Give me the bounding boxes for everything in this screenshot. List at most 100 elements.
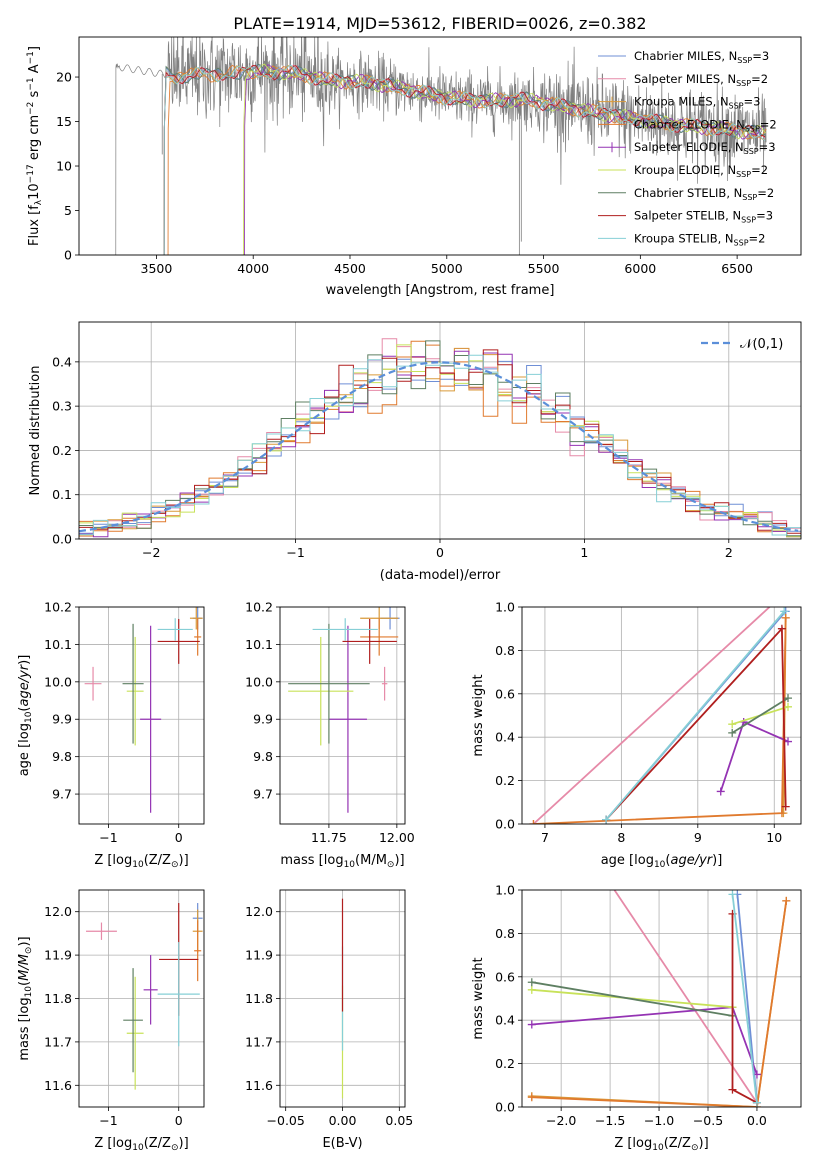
legend-entry: Kroupa ELODIE, NSSP=2	[634, 163, 768, 179]
x-tick-label: 0.0	[747, 1113, 767, 1128]
weight-line-kroupa-stelib	[602, 607, 789, 824]
model-spectrum-salpeter-stelib	[163, 64, 766, 255]
xlabel: E(B-V)	[322, 1136, 362, 1151]
errorbar-point	[126, 976, 144, 1090]
y-tick-label: 0.4	[495, 1013, 515, 1028]
y-tick-label: 0.0	[495, 817, 515, 832]
xlabel: Z [log10(Z/Z⊙)]	[94, 853, 188, 870]
y-tick-label: 0.2	[495, 773, 515, 788]
x-tick-label: 5500	[528, 261, 560, 276]
spectrum-lines	[115, 37, 767, 255]
weight-marker	[781, 613, 790, 622]
weight-marker	[752, 1098, 761, 1107]
legend-entry: Chabrier MILES, NSSP=3	[634, 49, 769, 65]
gaussian-curve	[79, 361, 799, 533]
errorbar-point	[194, 920, 202, 982]
y-tick-label: 0.1	[52, 487, 72, 502]
errorbar-point	[288, 636, 354, 746]
errorbar-point	[312, 618, 378, 641]
errorbar-point	[86, 922, 117, 940]
errorbar-points	[86, 903, 203, 1090]
x-tick-label: 4500	[334, 261, 366, 276]
x-tick-label: 0.00	[329, 1113, 357, 1128]
x-tick-label: 10	[766, 830, 782, 845]
errorbar-point	[157, 618, 193, 641]
y-tick-label: 9.7	[253, 787, 273, 802]
weight-vs-z-panel: −2.0 −1.5 −1.0 −0.5 0.0 0.0 0.2 0.4 0.6 0.8 1.0 Z […	[471, 883, 802, 1153]
ylabel: mass weight	[471, 674, 486, 756]
y-tick-label: 11.6	[44, 1078, 72, 1093]
x-tick-label: 8	[617, 830, 625, 845]
y-tick-label: 11.7	[245, 1034, 273, 1049]
weight-marker	[777, 809, 786, 818]
xlabel: age [log10(age/yr)]	[601, 853, 723, 870]
y-tick-label: 10.1	[44, 637, 72, 652]
y-tick-label: 0.8	[495, 926, 515, 941]
weight-series	[527, 890, 791, 1107]
weight-marker	[527, 1093, 536, 1102]
legend-entry: Salpeter STELIB, NSSP=3	[634, 209, 773, 225]
hist-salpeter-stelib	[79, 349, 801, 534]
x-tick-label: −1	[99, 830, 117, 845]
errorbar-points	[84, 607, 203, 813]
mass-vs-ebv-panel: −0.05 0.00 0.05 11.6 11.7 11.8 11.9 12.0 E(B-V)	[245, 889, 413, 1151]
xlabel: mass [log10(M/M⊙)]	[280, 853, 404, 870]
weight-line-salpeter-stelib	[728, 909, 761, 1107]
legend-entry: Salpeter MILES, NSSP=2	[634, 72, 768, 88]
weight-line	[531, 981, 733, 1017]
weight-line-kroupa-stelib	[728, 890, 761, 1107]
y-tick-label: 0.3	[52, 399, 72, 414]
y-tick-label: 10.0	[245, 674, 273, 689]
weight-line-salpeter-stelib	[602, 624, 790, 824]
y-tick-label: 11.9	[44, 948, 72, 963]
histogram-legend: 𝒩(0,1)	[701, 337, 783, 352]
x-tick-label: −0.05	[267, 1113, 305, 1128]
weight-line	[533, 617, 787, 824]
x-tick-label: −0.5	[693, 1113, 723, 1128]
y-tick-label: 11.9	[245, 948, 273, 963]
weight-marker	[781, 802, 790, 811]
errorbar-point	[288, 623, 370, 744]
x-tick-label: −1.5	[595, 1113, 625, 1128]
errorbar-point	[84, 666, 102, 701]
y-tick-label: 9.9	[52, 712, 72, 727]
x-tick-label: 9	[694, 830, 702, 845]
mass-vs-z-panel: −1 0 11.6 11.7 11.8 11.9 12.0 Z [log10(Z/Z⊙)] ma…	[17, 889, 205, 1153]
xlabel: Z [log10(Z/Z⊙)]	[614, 1136, 708, 1153]
x-tick-label: −1.0	[644, 1113, 674, 1128]
weight-line-chabrier-elodie	[529, 613, 790, 824]
axes-frame	[521, 889, 802, 1108]
x-tick-label: 0	[175, 830, 183, 845]
x-tick-label: 3500	[141, 261, 173, 276]
x-tick-label: −1	[99, 1113, 117, 1128]
y-tick-label: 0.0	[495, 1100, 515, 1115]
x-tick-label: 4000	[237, 261, 269, 276]
figure-title: PLATE=1914, MJD=53612, FIBERID=0026, z=0…	[233, 14, 646, 33]
errorbar-point	[342, 618, 397, 664]
spectrum-panel: 3500 4000 4500 5000 5500 6000 6500 0 5 10 15 20 wave…	[26, 36, 802, 298]
y-tick-label: 10	[56, 159, 72, 174]
y-tick-label: 0.4	[52, 354, 72, 369]
x-tick-label: −1	[286, 545, 304, 560]
weight-line	[605, 610, 785, 821]
y-tick-label: 11.8	[44, 991, 72, 1006]
x-tick-label: 2	[725, 545, 733, 560]
spectrum-xlabel: wavelength [Angstrom, rest frame]	[326, 283, 555, 298]
errorbar-point	[328, 625, 367, 813]
model-spectrum-kroupa-stelib	[163, 64, 766, 255]
x-tick-label: −2.0	[546, 1113, 576, 1128]
weight-marker	[784, 702, 793, 711]
y-tick-label: 5	[64, 203, 72, 218]
histogram-panel: −2 −1 0 1 2 0.0 0.1 0.2 0.3 0.4 (data-model)/error…	[28, 321, 802, 583]
weight-marker	[728, 720, 737, 729]
x-tick-label: 5000	[431, 261, 463, 276]
weight-line-chabrier-stelib	[527, 978, 737, 1020]
weight-line	[531, 1006, 758, 1075]
x-tick-label: 6500	[721, 261, 753, 276]
errorbar-point	[140, 625, 162, 813]
errorbar-point	[122, 623, 144, 744]
axes-frame	[279, 889, 406, 1108]
y-tick-label: 9.8	[253, 749, 273, 764]
weight-marker	[728, 728, 737, 737]
